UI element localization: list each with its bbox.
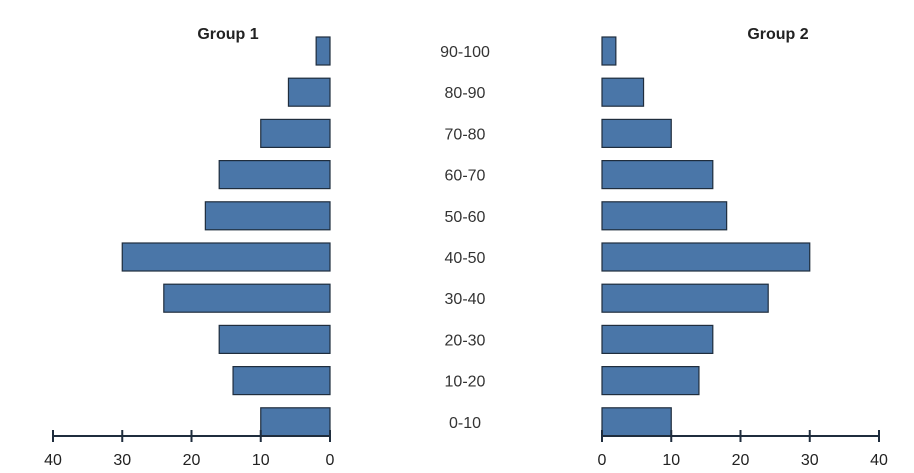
age-group-label-40-50: 40-50: [445, 250, 486, 267]
group-1-bar-80-90: [287, 77, 331, 107]
group-2-bar-60-70: [601, 160, 714, 190]
group-1-tick-label-20: 20: [183, 452, 201, 469]
group-2-bar-20-30: [601, 324, 714, 354]
age-group-label-60-70: 60-70: [445, 168, 486, 185]
group-1-tick-label-30: 30: [113, 452, 131, 469]
group-2-tick-label-30: 30: [801, 452, 819, 469]
age-group-labels: 90-100 80-90 70-80 60-70 50-60 40-50 30-40 20-3…: [440, 44, 490, 432]
group-1-tick-label-0: 0: [326, 452, 335, 469]
group-1-tick-label-40: 40: [44, 452, 62, 469]
group-2-tick-label-40: 40: [870, 452, 888, 469]
group-1-title: Group 1: [197, 26, 258, 43]
group-2-bar-10-20: [601, 366, 700, 396]
group-2-bar-70-80: [601, 118, 672, 149]
group-1-bar-50-60: [204, 201, 331, 231]
group-2-bar-30-40: [601, 283, 769, 313]
group-1-bar-10-20: [232, 366, 331, 396]
group-2-bar-90-100: [601, 36, 617, 66]
age-group-label-20-30: 20-30: [445, 332, 486, 349]
group-1-bar-40-50: [121, 242, 331, 272]
group-1-bar-30-40: [163, 283, 331, 313]
age-group-label-30-40: 30-40: [445, 291, 486, 308]
group-2-bars: [601, 36, 811, 437]
group-2-tick-label-10: 10: [662, 452, 680, 469]
group-2-x-axis: 0 10 20 30 40: [598, 430, 888, 469]
group-1-bar-0-10: [260, 407, 331, 437]
age-group-label-0-10: 0-10: [449, 415, 481, 432]
group-2-bar-0-10: [601, 407, 672, 437]
group-2-bar-40-50: [601, 242, 811, 272]
group-1-tick-label-10: 10: [252, 452, 270, 469]
group-1-bar-90-100: [315, 36, 331, 66]
group-2-tick-label-20: 20: [732, 452, 750, 469]
group-2-bar-50-60: [601, 201, 728, 231]
group-1-bar-20-30: [218, 324, 331, 354]
group-2-tick-label-0: 0: [598, 452, 607, 469]
age-group-label-10-20: 10-20: [445, 374, 486, 391]
age-group-label-80-90: 80-90: [445, 85, 486, 102]
group-1-bar-70-80: [260, 118, 331, 149]
age-group-label-70-80: 70-80: [445, 126, 486, 143]
group-2-bar-80-90: [601, 77, 645, 107]
group-1-bar-60-70: [218, 160, 331, 190]
age-group-label-50-60: 50-60: [445, 209, 486, 226]
group-1-x-axis: 40 30 20 10 0: [44, 430, 335, 469]
group-2-title: Group 2: [747, 26, 808, 43]
group-1-bars: [121, 36, 331, 437]
age-group-label-90-100: 90-100: [440, 44, 490, 61]
